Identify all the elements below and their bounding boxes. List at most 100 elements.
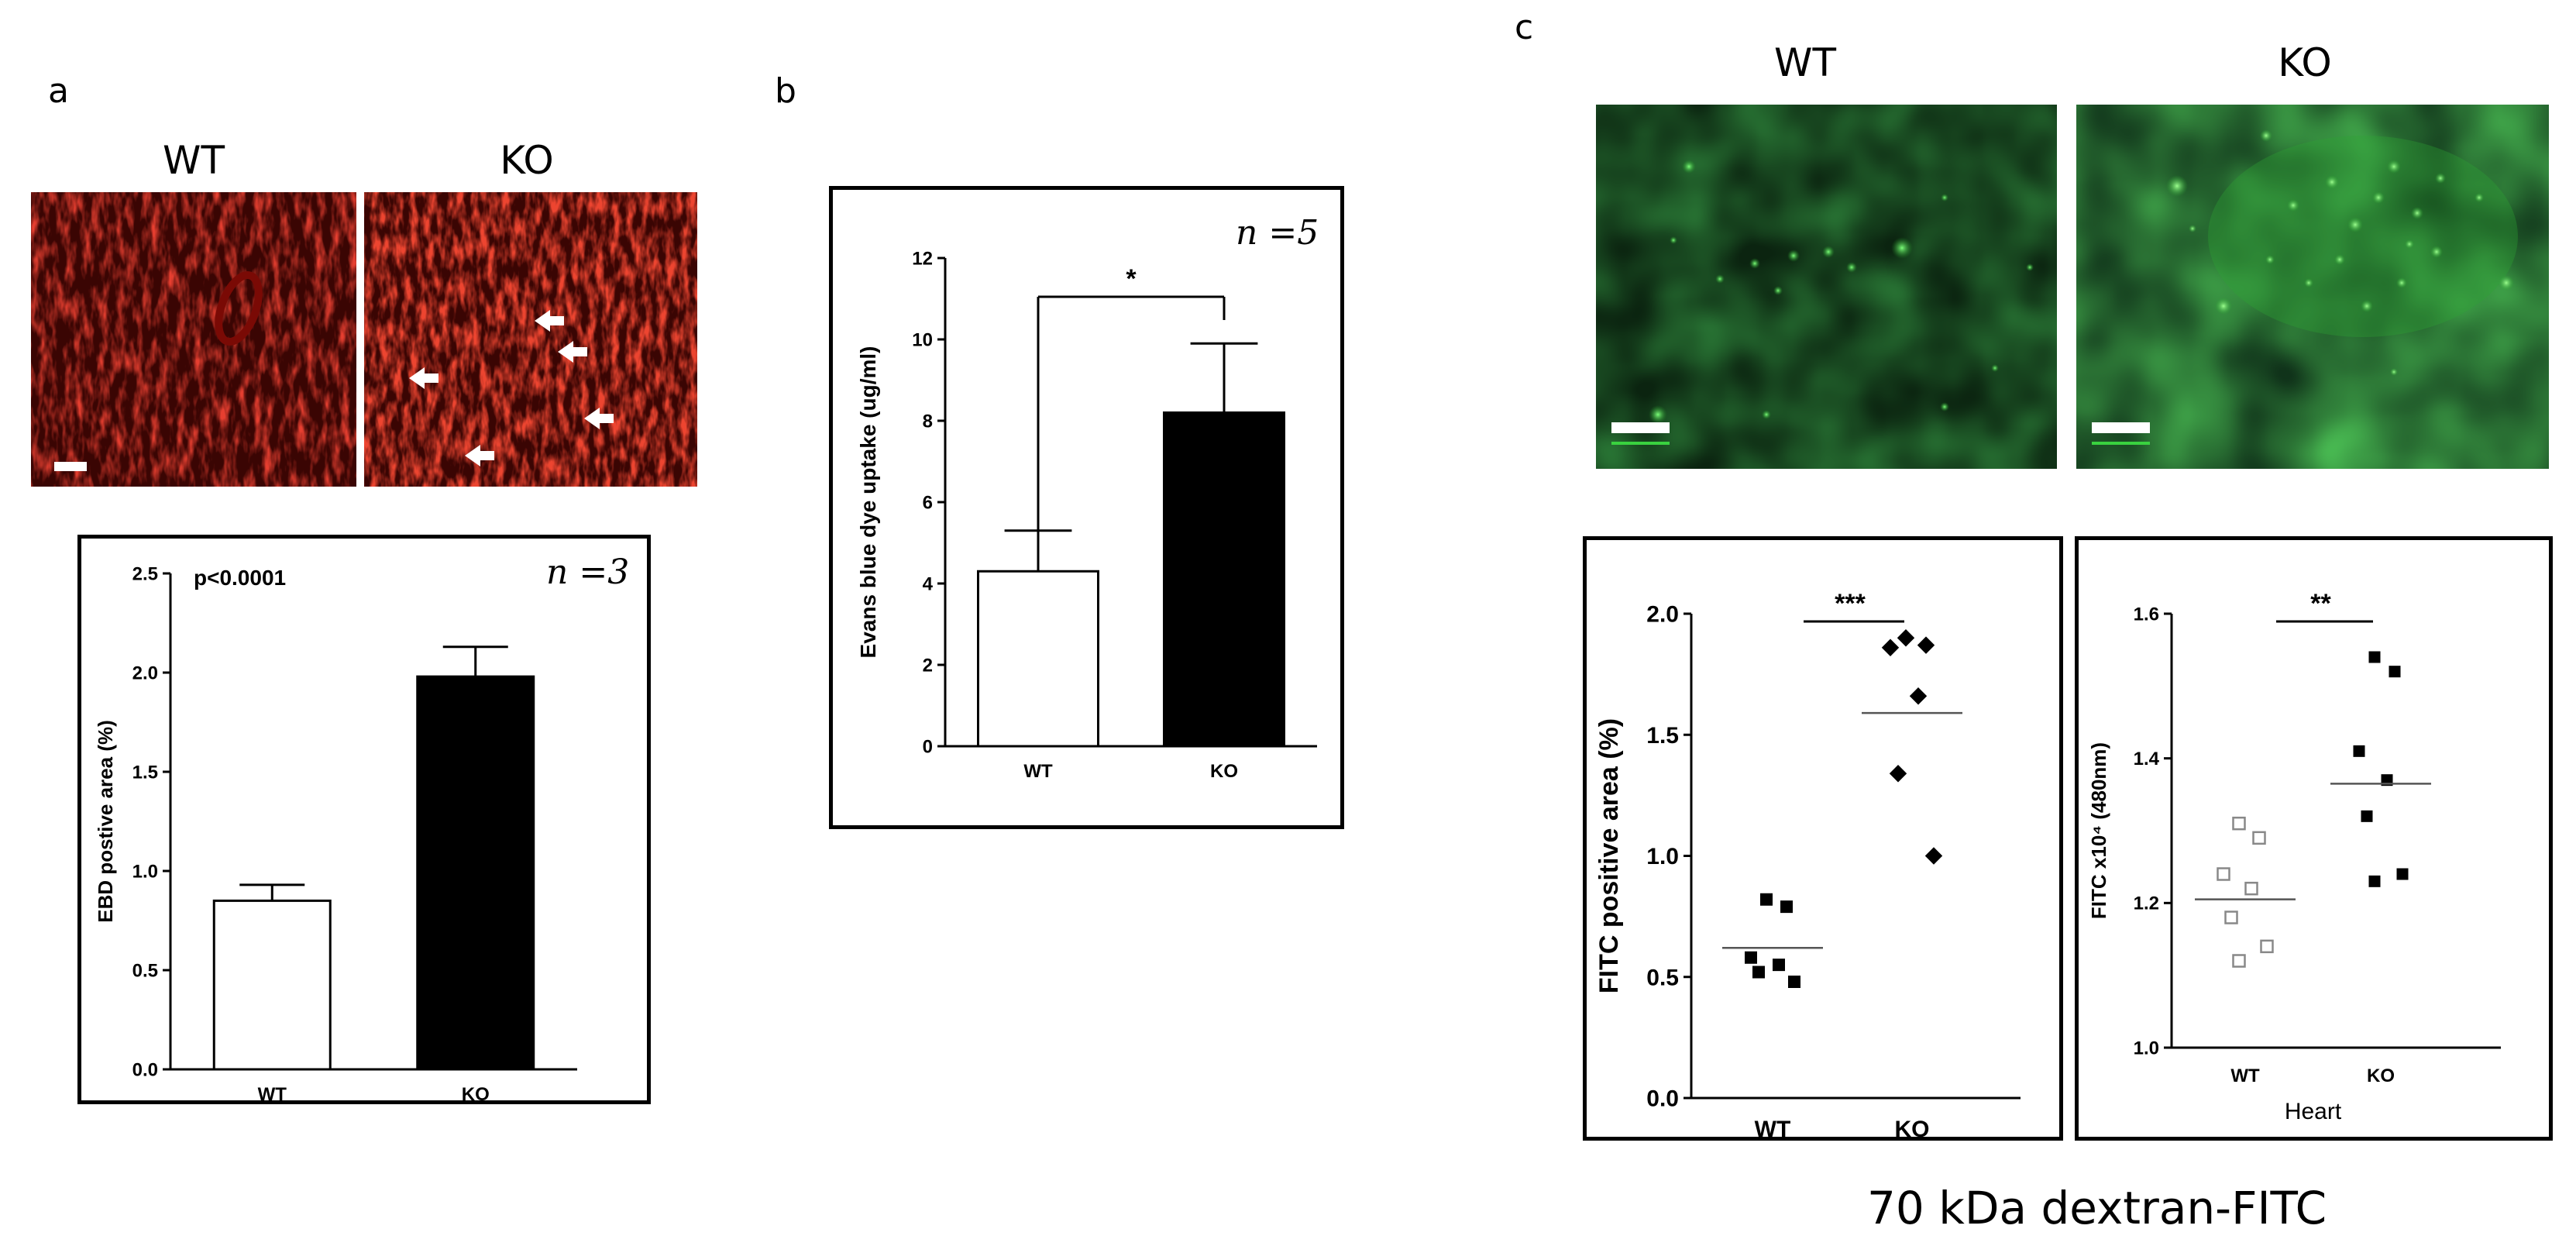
figure-caption: 70 kDa dextran-FITC	[1867, 1182, 2327, 1234]
n-label-b: n =5	[1236, 213, 1319, 253]
y-tick-label: 8	[923, 411, 933, 432]
y-tick-label: 2.5	[132, 563, 158, 584]
x-tick-label: KO	[462, 1084, 490, 1100]
x-tick-label: WT	[258, 1084, 287, 1100]
data-point-ko	[2361, 810, 2373, 822]
p-value-label: p<0.0001	[194, 566, 287, 590]
data-point-wt	[2224, 910, 2238, 924]
y-axis-label: FITC positive area (%)	[1594, 718, 1624, 993]
x-tick-label: WT	[1755, 1117, 1791, 1137]
bar-ko	[416, 675, 535, 1071]
significance-marker: **	[2310, 589, 2331, 618]
data-point-ko	[2368, 651, 2381, 663]
x-tick-label: KO	[2367, 1065, 2395, 1086]
micrograph-wt-red-svg	[31, 192, 356, 487]
arrow-icon	[535, 310, 564, 332]
y-tick-label: 0.5	[132, 960, 158, 981]
panel-letter-a: a	[48, 71, 69, 111]
image-label-wt-c: WT	[1774, 40, 1836, 85]
data-point-wt	[1760, 893, 1773, 906]
x-tick-label: WT	[2230, 1065, 2260, 1086]
scale-bar	[2092, 422, 2150, 433]
data-point-wt	[1780, 900, 1793, 914]
x-tick-label: KO	[1895, 1117, 1930, 1137]
x-tick-label: WT	[1023, 761, 1053, 782]
micrograph-ko-green	[2076, 105, 2549, 469]
arrow-icon	[558, 341, 587, 363]
data-point-ko	[1889, 765, 1907, 783]
scale-bar-underline	[1611, 442, 1670, 445]
data-point-ko	[1897, 629, 1915, 647]
significance-marker: *	[1126, 264, 1137, 294]
x-tick-label: KO	[1210, 761, 1238, 782]
y-tick-label: 0	[923, 736, 933, 757]
data-point-ko	[1917, 636, 1935, 654]
y-axis-label: FITC x10⁴ (480nm)	[2087, 742, 2110, 919]
scale-bar-underline	[2092, 442, 2150, 445]
fluorescent-spots	[2166, 129, 2514, 376]
chart-box-b: n =5 0 2 4 6 8 10 12 WT KO Evans blue dye uptake …	[829, 186, 1344, 829]
y-tick-label: 1.5	[1646, 723, 1679, 749]
x-axis-label: Heart	[2285, 1099, 2342, 1124]
data-point-wt	[2232, 954, 2246, 968]
scatter-chart-c2: 1.0 1.2 1.4 1.6 WT KO FITC x10⁴ (480nm) Heart **	[2087, 589, 2501, 1124]
fluorescent-spots	[1649, 160, 2034, 424]
y-tick-label: 4	[923, 573, 934, 594]
chart-box-a: p<0.0001 n =3 0.0 0.5 1.0 1.5 2.0 2.5 WT KO EBD …	[77, 535, 651, 1104]
bar-chart-b: 0 2 4 6 8 10 12 WT KO Evans blue dye uptake (ug/m…	[856, 248, 1317, 782]
y-tick-label: 2.0	[132, 663, 158, 683]
scatter-chart-c1: 0.0 0.5 1.0 1.5 2.0 WT KO FITC positive area (%…	[1594, 589, 2021, 1137]
data-point-ko	[1909, 687, 1928, 705]
y-axis-label: Evans blue dye uptake (ug/ml)	[856, 346, 880, 659]
data-point-ko	[2368, 875, 2381, 887]
y-tick-label: 6	[923, 492, 933, 513]
micrograph-wt-red	[31, 192, 356, 487]
scale-bar	[54, 462, 87, 471]
micrograph-wt-green	[1596, 105, 2057, 469]
micrograph-ko-red	[364, 192, 697, 487]
y-tick-label: 12	[912, 248, 933, 269]
arrow-icon	[584, 408, 614, 429]
bar-wt	[977, 570, 1099, 748]
data-point-ko	[1881, 639, 1900, 656]
y-tick-label: 1.0	[2134, 1038, 2159, 1059]
image-label-wt: WT	[163, 138, 225, 183]
significance-marker: ***	[1835, 589, 1866, 618]
data-point-wt	[1745, 951, 1757, 964]
data-point-wt	[2244, 881, 2258, 896]
panel-letter-c: c	[1515, 8, 1534, 47]
data-point-wt	[2260, 939, 2274, 954]
arrow-icon	[465, 445, 494, 466]
y-tick-label: 1.0	[1646, 844, 1679, 869]
data-point-wt	[2232, 816, 2246, 831]
image-label-ko-c: KO	[2278, 40, 2332, 85]
y-axis-label: EBD postive area (%)	[94, 720, 117, 923]
data-point-wt	[1788, 976, 1800, 988]
y-tick-label: 1.5	[132, 762, 158, 783]
data-point-wt	[1752, 966, 1765, 979]
y-tick-label: 0.0	[1646, 1086, 1679, 1112]
data-point-ko	[2353, 745, 2365, 757]
y-tick-label: 0.5	[1646, 965, 1679, 990]
data-point-wt	[2252, 831, 2266, 845]
data-point-ko	[2389, 666, 2401, 678]
image-label-ko: KO	[500, 138, 554, 183]
micrograph-ko-red-svg	[364, 192, 697, 487]
arrow-icon	[409, 367, 439, 389]
y-tick-label: 1.2	[2134, 893, 2159, 914]
micrograph-wt-green-svg	[1596, 105, 2057, 469]
y-tick-label: 2	[923, 655, 933, 676]
bar-wt	[212, 899, 332, 1071]
chart-box-c2: 1.0 1.2 1.4 1.6 WT KO FITC x10⁴ (480nm) Heart **	[2075, 536, 2553, 1141]
bar-ko	[1163, 411, 1285, 748]
y-tick-label: 0.0	[132, 1059, 158, 1080]
data-point-wt	[2217, 867, 2230, 881]
panel-letter-b: b	[775, 71, 796, 111]
n-label-a: n =3	[546, 552, 630, 592]
scale-bar	[1611, 422, 1670, 433]
y-tick-label: 2.0	[1646, 602, 1679, 628]
y-tick-label: 1.6	[2134, 604, 2159, 625]
data-point-ko	[2396, 868, 2409, 880]
y-tick-label: 1.4	[2134, 749, 2160, 769]
data-point-ko	[1924, 847, 1943, 865]
